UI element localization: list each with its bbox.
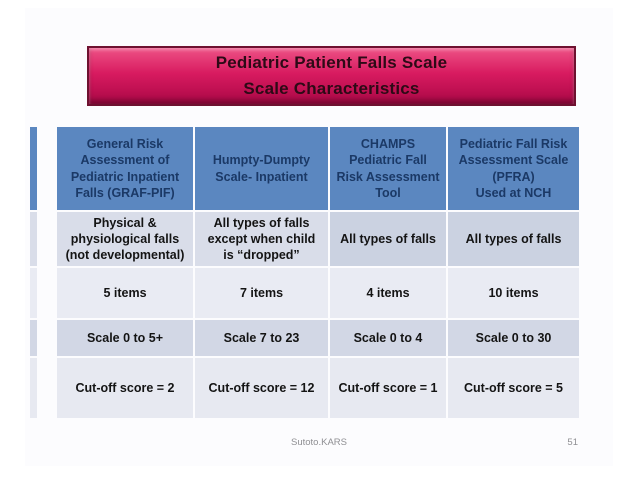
slide-title-line2: Scale Characteristics — [243, 79, 420, 98]
table-left-edge-strip — [30, 127, 37, 418]
footer-page-number: 51 — [567, 437, 578, 448]
table-cell-cutoff-champs: Cut-off score = 1 — [330, 358, 446, 418]
table-cell-cutoff-pfra: Cut-off score = 5 — [448, 358, 579, 418]
column-header-humpty-dumpty: Humpty-Dumpty Scale- Inpatient — [195, 127, 328, 210]
table-cell-scale-graf: Scale 0 to 5+ — [57, 320, 193, 356]
table-cell-fall-types-humpty: All types of falls except when child is … — [195, 212, 328, 266]
column-header-champs: CHAMPS Pediatric Fall Risk Assessment To… — [330, 127, 446, 210]
table-cell-scale-humpty: Scale 7 to 23 — [195, 320, 328, 356]
table-cell-cutoff-humpty: Cut-off score = 12 — [195, 358, 328, 418]
falls-scale-table: General Risk Assessment of Pediatric Inp… — [57, 127, 579, 418]
table-cell-fall-types-champs: All types of falls — [330, 212, 446, 266]
edge-strip-row4-segment — [30, 358, 37, 418]
column-header-graf-pif: General Risk Assessment of Pediatric Inp… — [57, 127, 193, 210]
table-cell-scale-champs: Scale 0 to 4 — [330, 320, 446, 356]
table-cell-items-humpty: 7 items — [195, 268, 328, 318]
edge-strip-row1-segment — [30, 212, 37, 266]
title-banner: Pediatric Patient Falls Scale Scale Char… — [87, 46, 576, 106]
table-cell-items-graf: 5 items — [57, 268, 193, 318]
edge-strip-header-segment — [30, 127, 37, 210]
edge-strip-row2-segment — [30, 268, 37, 318]
edge-strip-row3-segment — [30, 320, 37, 356]
table-cell-scale-pfra: Scale 0 to 30 — [448, 320, 579, 356]
table-cell-items-champs: 4 items — [330, 268, 446, 318]
footer-author: Sutoto.KARS — [291, 437, 347, 448]
slide-title-line1: Pediatric Patient Falls Scale — [215, 52, 448, 72]
table-cell-items-pfra: 10 items — [448, 268, 579, 318]
table-cell-fall-types-graf: Physical & physiological falls (not deve… — [57, 212, 193, 266]
table-cell-fall-types-pfra: All types of falls — [448, 212, 579, 266]
column-header-pfra: Pediatric Fall Risk Assessment Scale (PF… — [448, 127, 579, 210]
table-cell-cutoff-graf: Cut-off score = 2 — [57, 358, 193, 418]
